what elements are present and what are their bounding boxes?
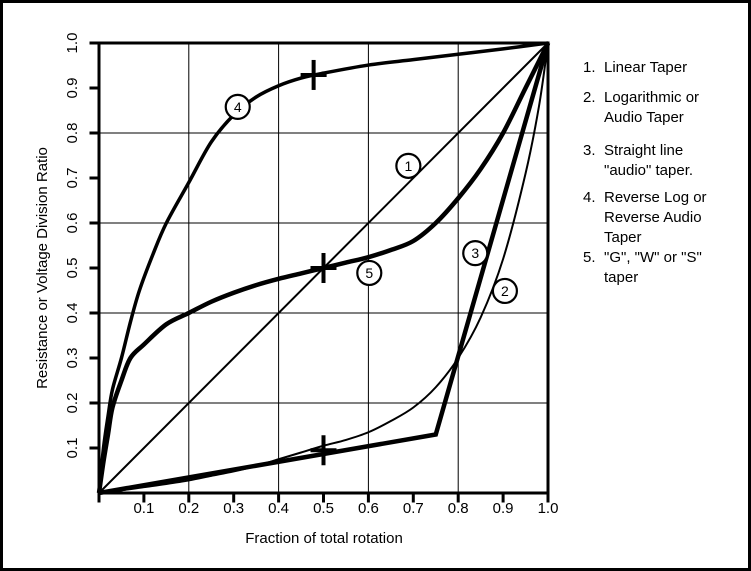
legend-item-label: Logarithmic or Audio Taper [604, 89, 700, 126]
legend-item-4: 4. Reverse Log or Reverse Audio Taper [583, 188, 733, 248]
legend-item-label: "G", "W" or "S" taper [604, 249, 702, 286]
curve-2 [98, 42, 549, 494]
y-tick-label: 0.4 [64, 303, 81, 324]
x-tick-label: 1.0 [538, 500, 559, 517]
legend-item-number: 4. [583, 189, 596, 206]
legend-item-label: Linear Taper [604, 59, 688, 76]
curve-number-badge [356, 259, 383, 287]
x-tick-label: 0.6 [358, 500, 379, 517]
curve-number-badge [395, 152, 422, 179]
curve-number-badge [462, 240, 489, 267]
x-tick-label: 0.4 [268, 500, 289, 517]
x-tick-label: 0.9 [493, 500, 514, 517]
legend-item-3: 3. Straight line "audio" taper. [583, 141, 733, 181]
y-tick-label: 0.7 [64, 168, 81, 189]
x-axis-title: Fraction of total rotation [245, 530, 403, 547]
x-tick-label: 0.5 [313, 500, 334, 517]
curve-3 [98, 42, 551, 496]
legend-item-label: Straight line "audio" taper. [604, 142, 694, 179]
legend-item-number: 5. [583, 249, 596, 266]
x-tick-label: 0.7 [403, 500, 424, 517]
curve-number-badge [224, 93, 251, 121]
x-tick-label: 0.1 [133, 500, 154, 517]
legend-item-number: 1. [583, 59, 596, 76]
y-tick-label: 0.5 [64, 258, 81, 279]
y-tick-label: 0.9 [64, 78, 81, 99]
curve-number-badge-label: 3 [471, 245, 479, 261]
y-tick-label: 1.0 [64, 33, 81, 54]
y-tick-label: 0.6 [64, 213, 81, 234]
curve-number-badge-label: 2 [501, 283, 509, 299]
legend-item-label: Reverse Log or Reverse Audio Taper [604, 189, 707, 246]
y-tick-label: 0.1 [64, 438, 81, 459]
curve-4 [97, 41, 549, 494]
legend: 1. Linear Taper 2. Logarithmic or Audio … [583, 58, 733, 288]
y-axis-title: Resistance or Voltage Division Ratio [34, 147, 51, 389]
legend-item-number: 3. [583, 142, 596, 159]
legend-item-2: 2. Logarithmic or Audio Taper [583, 88, 733, 128]
legend-item-number: 2. [583, 89, 596, 106]
legend-item-1: 1. Linear Taper [583, 58, 733, 78]
x-tick-label: 0.8 [448, 500, 469, 517]
curve-5 [96, 41, 551, 494]
curve-number-badge-label: 5 [365, 265, 373, 281]
curve-number-badge-label: 4 [234, 99, 242, 115]
y-tick-label: 0.2 [64, 393, 81, 414]
y-tick-label: 0.8 [64, 123, 81, 144]
curve-number-badge [491, 277, 518, 305]
x-tick-label: 0.2 [178, 500, 199, 517]
y-tick-label: 0.3 [64, 348, 81, 369]
x-tick-label: 0.3 [223, 500, 244, 517]
legend-item-5: 5. "G", "W" or "S" taper [583, 248, 733, 288]
curve-number-badge-label: 1 [404, 158, 412, 174]
